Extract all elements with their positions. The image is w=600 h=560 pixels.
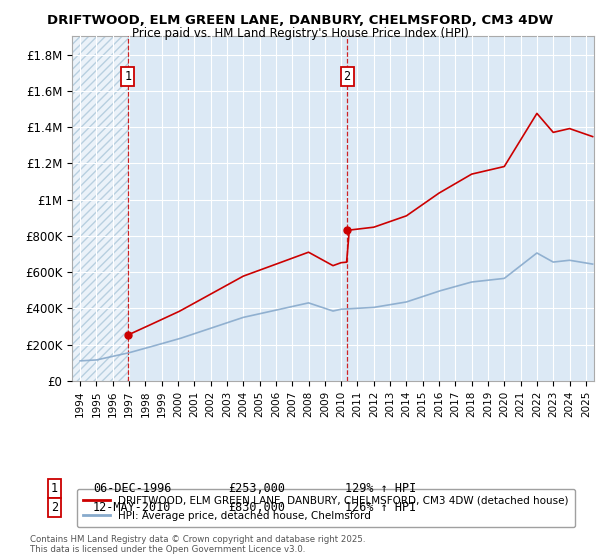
Text: 12-MAY-2010: 12-MAY-2010 <box>93 501 172 515</box>
Bar <box>72 36 128 381</box>
Legend: DRIFTWOOD, ELM GREEN LANE, DANBURY, CHELMSFORD, CM3 4DW (detached house), HPI: A: DRIFTWOOD, ELM GREEN LANE, DANBURY, CHEL… <box>77 489 575 527</box>
Text: £253,000: £253,000 <box>228 482 285 496</box>
Text: 2: 2 <box>51 501 58 515</box>
Bar <box>72 36 128 381</box>
Text: 129% ↑ HPI: 129% ↑ HPI <box>345 482 416 496</box>
Text: Price paid vs. HM Land Registry's House Price Index (HPI): Price paid vs. HM Land Registry's House … <box>131 27 469 40</box>
Text: Contains HM Land Registry data © Crown copyright and database right 2025.
This d: Contains HM Land Registry data © Crown c… <box>30 535 365 554</box>
Text: 2: 2 <box>343 70 350 83</box>
Text: DRIFTWOOD, ELM GREEN LANE, DANBURY, CHELMSFORD, CM3 4DW: DRIFTWOOD, ELM GREEN LANE, DANBURY, CHEL… <box>47 14 553 27</box>
Text: 1: 1 <box>124 70 131 83</box>
Text: £830,000: £830,000 <box>228 501 285 515</box>
Text: 06-DEC-1996: 06-DEC-1996 <box>93 482 172 496</box>
Text: 1: 1 <box>51 482 58 496</box>
Text: 126% ↑ HPI: 126% ↑ HPI <box>345 501 416 515</box>
